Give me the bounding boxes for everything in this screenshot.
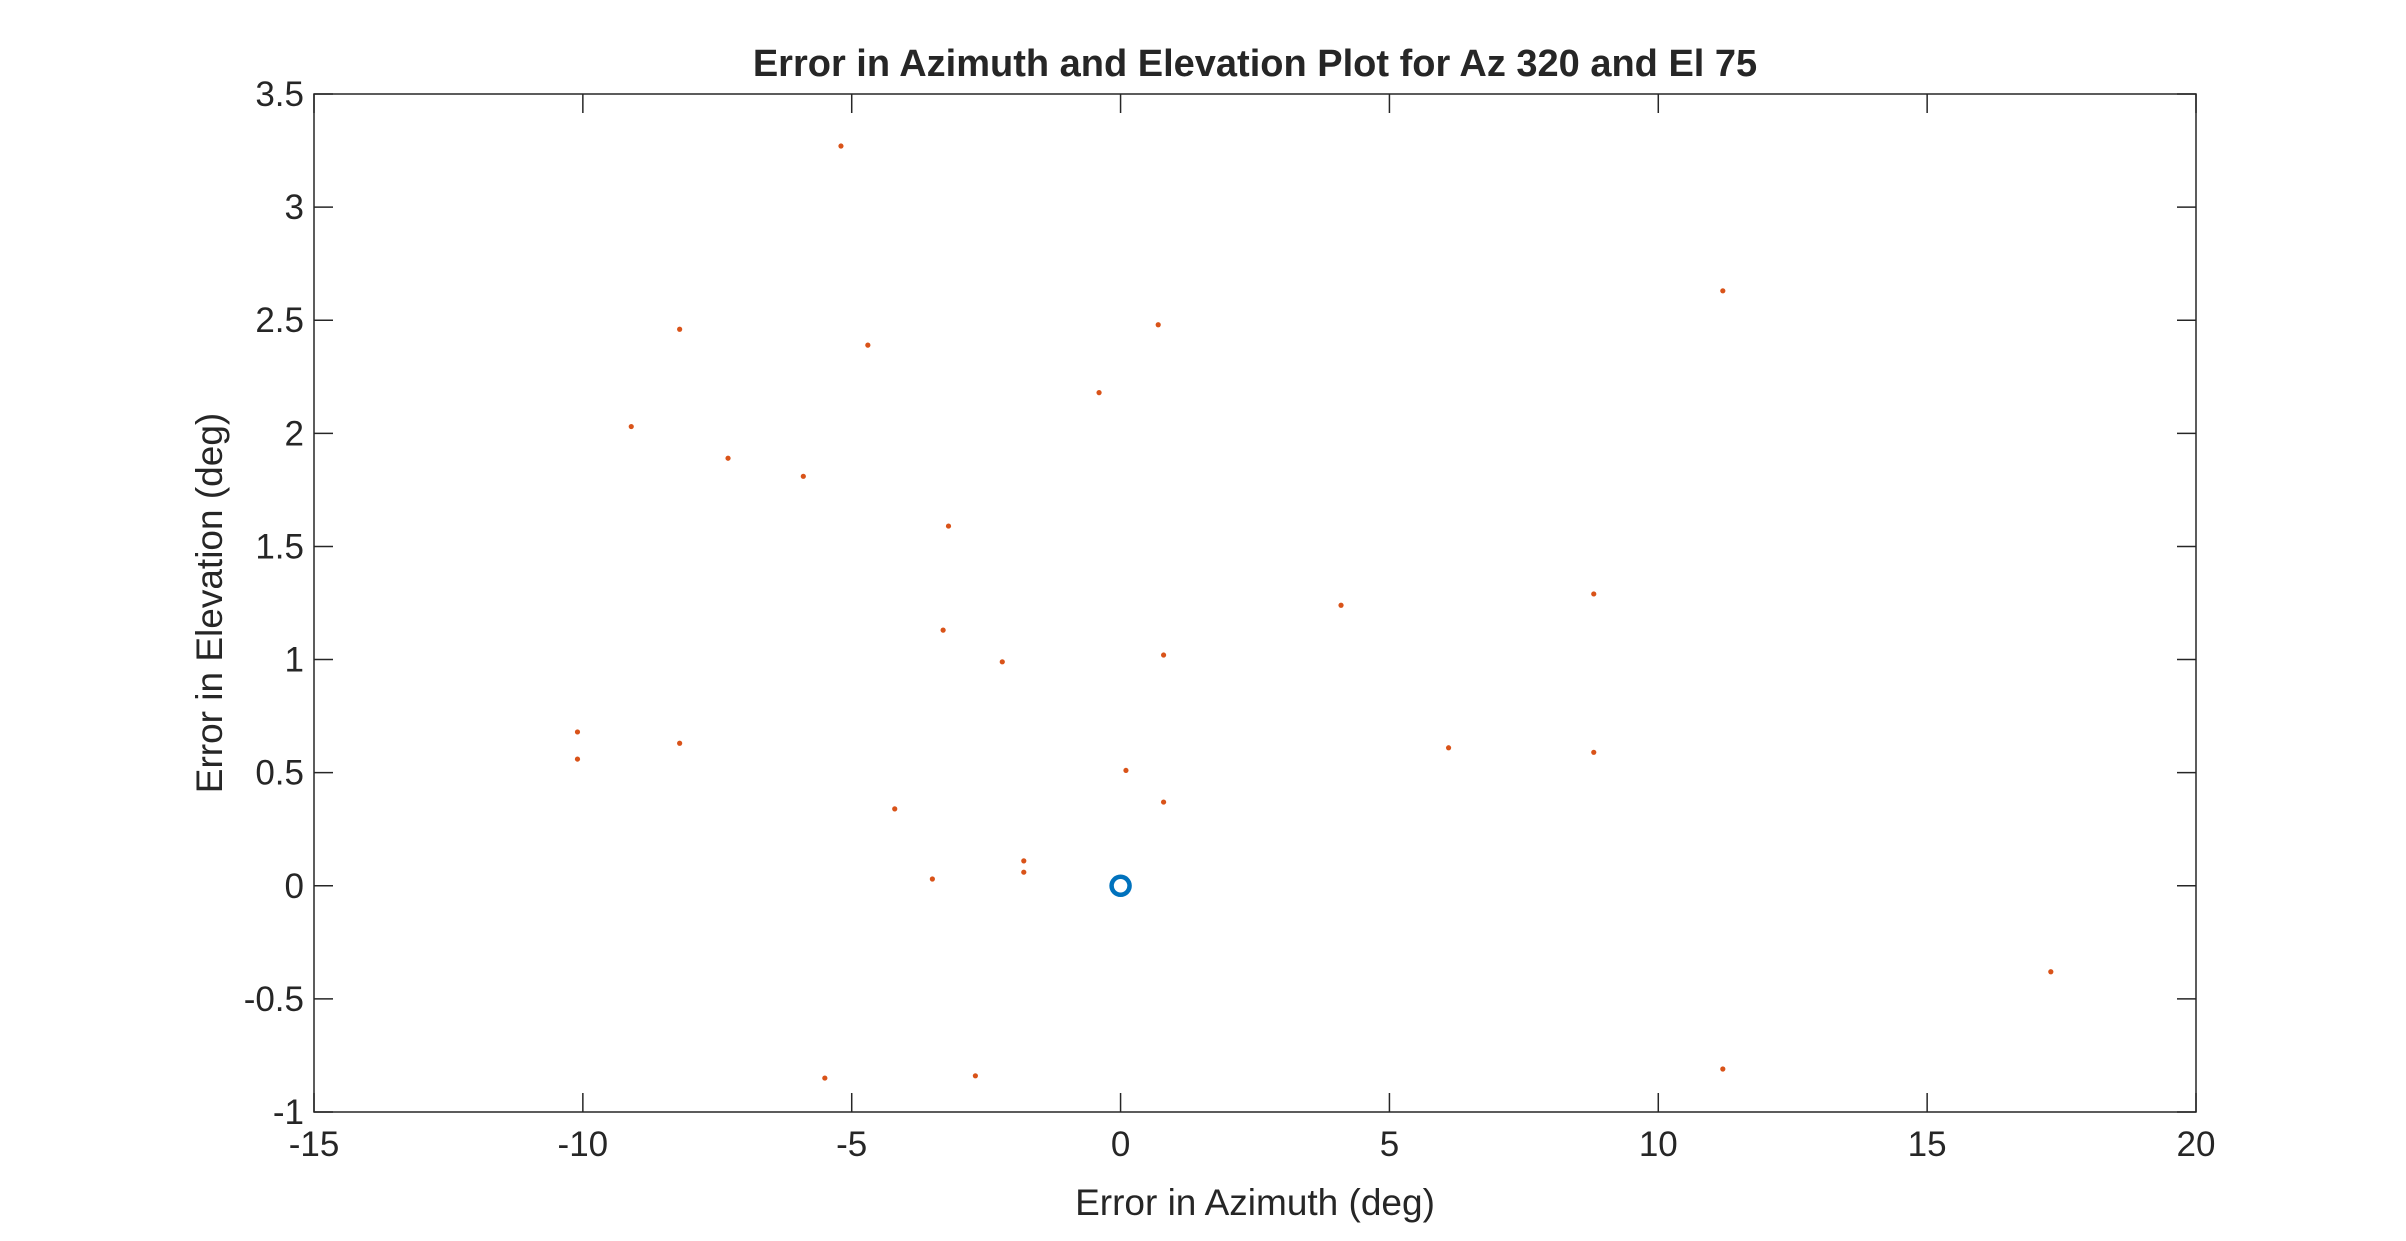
x-tick-label: -15 <box>289 1125 340 1164</box>
data-point <box>822 1075 828 1081</box>
data-point <box>892 806 898 812</box>
data-point <box>1720 288 1726 294</box>
origin-marker <box>1109 874 1132 898</box>
x-axis-label: Error in Azimuth (deg) <box>1075 1182 1435 1223</box>
data-point <box>1445 745 1452 751</box>
data-point <box>1123 767 1129 774</box>
points-layer <box>574 143 2054 1081</box>
data-point <box>929 876 935 882</box>
data-point <box>725 455 731 461</box>
data-point <box>940 627 946 633</box>
y-tick-label: -0.5 <box>244 980 304 1019</box>
data-point <box>628 423 634 430</box>
data-point <box>865 342 871 348</box>
data-point <box>1591 591 1597 597</box>
y-tick-label: 3 <box>285 188 304 227</box>
y-tick-label: 2.5 <box>255 301 304 340</box>
x-tick-label: -5 <box>836 1125 867 1164</box>
data-point <box>677 326 683 332</box>
data-point <box>1155 322 1161 328</box>
y-tick-label: -1 <box>273 1093 304 1132</box>
axes-box <box>313 93 2197 1113</box>
y-tick-label: 3.5 <box>255 75 304 114</box>
data-point <box>574 729 581 735</box>
y-tick-label: 0 <box>285 867 304 906</box>
data-point <box>574 756 581 762</box>
y-tick-label: 0.5 <box>255 754 304 793</box>
tick-labels-layer: -15 -10 -5 0 5 10 15 20 -1 -0.5 0 0.5 1 1.5 2 2.5 3 3.5 <box>244 75 2216 1164</box>
x-tick-label: -10 <box>558 1125 609 1164</box>
x-tick-label: 5 <box>1380 1125 1399 1164</box>
plot-area <box>314 94 2196 1112</box>
data-point <box>677 740 683 746</box>
y-tick-label: 2 <box>285 414 304 453</box>
data-point <box>838 143 844 149</box>
data-point <box>800 473 806 479</box>
x-tick-label: 0 <box>1111 1125 1130 1164</box>
y-axis-label: Error in Elevation (deg) <box>189 413 230 793</box>
data-point <box>972 1073 978 1079</box>
chart-title: Error in Azimuth and Elevation Plot for … <box>753 43 1757 85</box>
data-point <box>1021 858 1027 864</box>
data-point <box>1021 869 1027 875</box>
data-point <box>1160 652 1167 658</box>
x-tick-label: 20 <box>2177 1125 2216 1164</box>
y-tick-label: 1.5 <box>255 527 304 566</box>
data-point <box>999 659 1005 665</box>
x-tick-label: 10 <box>1639 1125 1678 1164</box>
y-tick-label: 1 <box>285 641 304 680</box>
x-tick-label: 15 <box>1908 1125 1947 1164</box>
data-point <box>2048 969 2054 975</box>
data-point <box>1096 390 1102 396</box>
data-point <box>1338 602 1344 608</box>
data-point <box>1591 749 1597 755</box>
data-point <box>1160 799 1167 805</box>
data-point <box>1720 1066 1726 1072</box>
data-point <box>945 523 952 529</box>
